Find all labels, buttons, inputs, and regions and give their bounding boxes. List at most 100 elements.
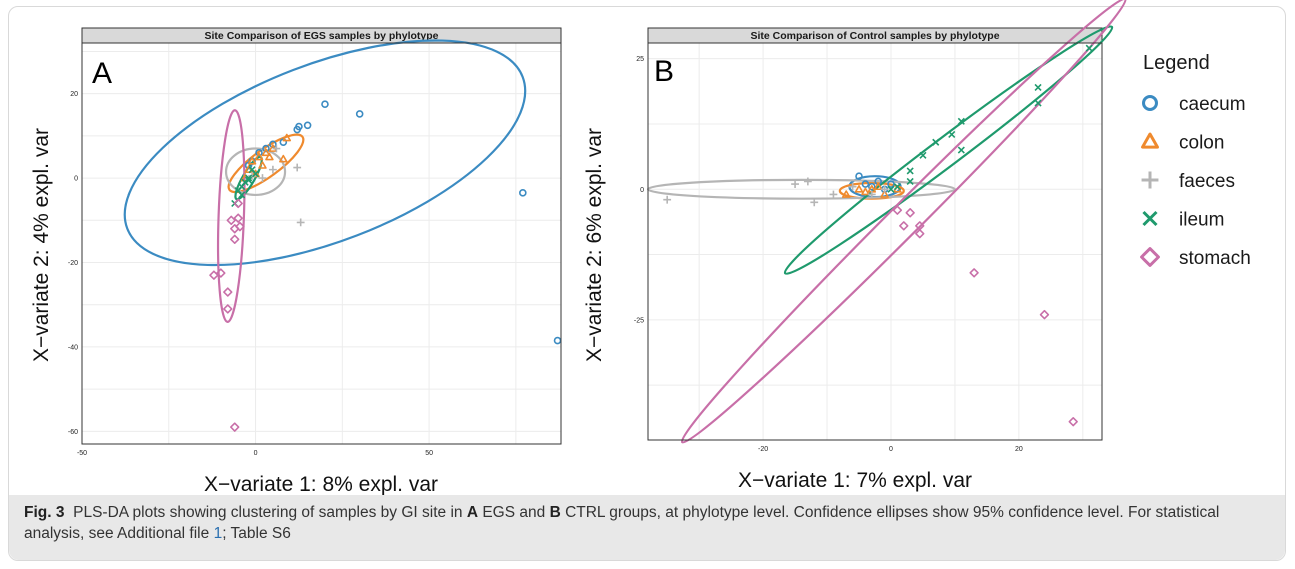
legend-item-stomach: stomach xyxy=(1140,247,1251,269)
point-colon xyxy=(279,154,288,163)
point-ileum xyxy=(1085,44,1093,52)
point-ileum xyxy=(919,151,927,159)
point-faeces xyxy=(269,165,277,174)
legend-item-ileum: ileum xyxy=(1142,210,1224,231)
x-tick-label: -50 xyxy=(77,450,87,457)
y-tick-label: -40 xyxy=(68,344,78,351)
point-colon xyxy=(254,152,264,161)
point-faeces xyxy=(880,185,889,194)
point-stomach xyxy=(233,198,243,209)
confidence-ellipse-faeces xyxy=(224,147,287,197)
confidence-ellipse-stomach xyxy=(216,109,246,323)
panel-a-ellipses xyxy=(123,39,527,323)
point-ileum xyxy=(887,185,895,193)
point-colon xyxy=(873,182,883,191)
point-caecum xyxy=(355,110,364,118)
point-ileum xyxy=(238,191,246,199)
panel-b-plot-area xyxy=(647,42,1103,441)
y-tick-label: -20 xyxy=(68,260,78,267)
panel-b-title: Site Comparison of Control samples by ph… xyxy=(750,30,999,42)
point-colon xyxy=(861,187,870,196)
panel-b: Site Comparison of Control samples by ph… xyxy=(583,0,1127,492)
panel-b-border xyxy=(647,42,1103,441)
point-faeces xyxy=(829,190,838,199)
point-faeces xyxy=(810,198,819,207)
point-ileum xyxy=(251,170,260,178)
point-stomach xyxy=(233,213,243,223)
panel-b-points xyxy=(663,44,1093,427)
point-stomach xyxy=(230,234,240,244)
point-faeces xyxy=(663,195,672,204)
legend-label: caecum xyxy=(1179,94,1246,115)
point-stomach xyxy=(223,287,233,297)
caption-additional-file-link[interactable]: 1 xyxy=(213,525,223,542)
point-colon xyxy=(265,152,274,161)
circle-icon xyxy=(1142,95,1158,111)
point-caecum xyxy=(293,125,302,134)
point-colon xyxy=(244,165,253,174)
point-colon xyxy=(261,148,271,157)
panel-a-gridlines xyxy=(82,43,561,444)
panel-b-gridlines xyxy=(648,43,1102,440)
legend-label: colon xyxy=(1179,133,1224,154)
y-tick-label: -60 xyxy=(68,429,78,436)
caption-bold-a: A xyxy=(466,504,479,521)
caption-background xyxy=(9,495,1285,560)
point-faeces xyxy=(791,180,799,188)
figure-caption: Fig. 3 PLS-DA plots showing clustering o… xyxy=(24,502,1274,544)
legend-item-faeces: faeces xyxy=(1141,171,1235,192)
point-stomach xyxy=(969,268,979,278)
x-icon xyxy=(1142,210,1158,227)
point-faeces xyxy=(867,190,876,199)
panel-b-label: B xyxy=(654,55,674,88)
legend-item-colon: colon xyxy=(1141,132,1224,154)
x-tick-label: 20 xyxy=(1015,446,1023,453)
point-ileum xyxy=(932,138,940,146)
panel-a-tick-labels: -50 0 50 20 0 -20 -40 -60 xyxy=(68,91,433,457)
point-colon xyxy=(247,156,257,165)
point-caecum xyxy=(868,182,876,191)
point-ileum xyxy=(1034,83,1042,91)
legend: Legend caecum colon faeces ileum stomach xyxy=(1140,52,1251,269)
point-stomach xyxy=(216,268,226,278)
point-stomach xyxy=(209,270,219,280)
caption-figure-label: Fig. 3 xyxy=(24,504,65,521)
y-tick-label: 25 xyxy=(636,56,644,63)
point-faeces xyxy=(248,172,256,180)
panel-a-border xyxy=(81,42,562,445)
confidence-ellipse-ileum xyxy=(783,25,1114,275)
point-stomach xyxy=(235,221,245,232)
diamond-icon xyxy=(1140,247,1160,267)
point-caecum xyxy=(855,172,863,181)
confidence-ellipse-colon xyxy=(227,133,305,194)
point-caecum xyxy=(255,148,263,157)
point-colon xyxy=(880,190,889,198)
triangle-icon xyxy=(1141,132,1159,149)
point-faeces xyxy=(258,174,267,182)
point-stomach xyxy=(905,208,915,218)
legend-label: faeces xyxy=(1179,171,1235,192)
point-stomach xyxy=(1039,309,1050,320)
point-faeces xyxy=(848,182,857,191)
point-stomach xyxy=(892,205,903,215)
panel-a-points xyxy=(209,100,562,432)
panel-b-x-axis-label: X−variate 1: 7% expl. var xyxy=(738,469,972,492)
y-tick-label: -25 xyxy=(634,317,644,324)
caption-bold-b: B xyxy=(549,504,561,521)
point-ileum xyxy=(245,176,253,184)
point-stomach xyxy=(1068,417,1078,427)
y-tick-label: 0 xyxy=(640,187,644,194)
point-faeces xyxy=(293,163,302,172)
panel-a-y-axis-label: X−variate 2: 4% expl. var xyxy=(30,128,53,362)
point-ileum xyxy=(893,183,901,191)
point-caecum xyxy=(269,140,277,149)
point-faeces xyxy=(272,144,281,153)
point-stomach xyxy=(226,215,236,225)
panel-a-title: Site Comparison of EGS samples by phylot… xyxy=(205,30,439,42)
point-faeces xyxy=(803,177,812,186)
panel-a-label: A xyxy=(92,57,112,90)
point-caecum xyxy=(303,121,312,130)
panel-a-x-axis-label: X−variate 1: 8% expl. var xyxy=(204,473,438,496)
point-colon xyxy=(282,133,292,142)
